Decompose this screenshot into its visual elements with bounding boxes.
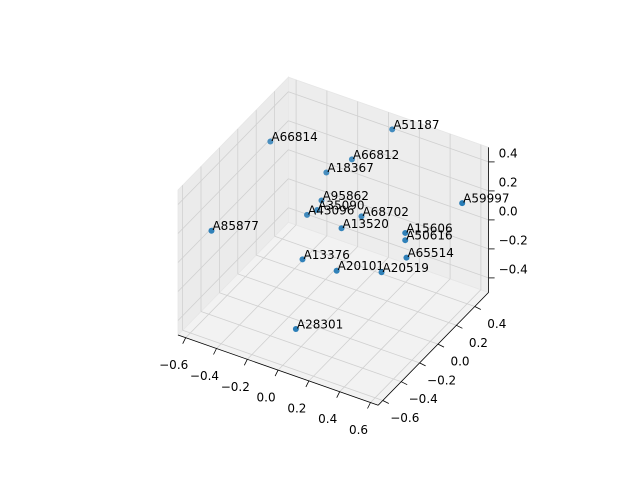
y-tick-label: 0.2 bbox=[469, 336, 488, 350]
y-tick bbox=[456, 324, 463, 329]
point bbox=[402, 237, 409, 244]
x-tick bbox=[336, 391, 341, 398]
point-label: A68702 bbox=[362, 205, 408, 219]
point-label: A20519 bbox=[383, 261, 429, 275]
grid-line bbox=[219, 292, 420, 364]
point bbox=[389, 126, 396, 133]
x-tick-label: 0.0 bbox=[257, 391, 276, 405]
point-label: A85877 bbox=[212, 219, 258, 233]
point-label: A95862 bbox=[322, 189, 368, 203]
point-label: A20101 bbox=[338, 259, 384, 273]
grid-line bbox=[247, 246, 358, 360]
axis-line bbox=[177, 334, 379, 406]
grid-line bbox=[182, 329, 383, 401]
point bbox=[208, 227, 215, 234]
axis-line bbox=[377, 292, 489, 406]
point-label: A66812 bbox=[353, 148, 399, 162]
point bbox=[323, 169, 330, 176]
point-label: A50616 bbox=[406, 229, 452, 243]
y-tick-label: 0.0 bbox=[450, 355, 469, 369]
z-tick-label: 0.0 bbox=[499, 204, 518, 218]
x-tick-label: −0.2 bbox=[221, 380, 250, 394]
x-tick-label: −0.4 bbox=[190, 369, 219, 383]
point-label: A59997 bbox=[463, 192, 509, 206]
point-label: A51187 bbox=[393, 118, 439, 132]
x-tick-label: −0.6 bbox=[159, 358, 188, 372]
grid-line bbox=[256, 254, 457, 326]
z-tick-label: −0.4 bbox=[499, 262, 528, 276]
x-tick-label: 0.6 bbox=[349, 423, 368, 437]
y-tick bbox=[419, 362, 426, 367]
grid-line bbox=[288, 91, 489, 163]
grid-line bbox=[274, 235, 475, 307]
x-tick-label: 0.2 bbox=[287, 401, 306, 415]
point-label: A66814 bbox=[271, 130, 317, 144]
grid-line bbox=[288, 207, 489, 279]
grid-line bbox=[308, 267, 420, 382]
point bbox=[299, 256, 306, 263]
grid-line bbox=[200, 311, 402, 383]
point bbox=[403, 254, 410, 261]
z-tick-label: 0.4 bbox=[499, 146, 518, 160]
x-tick bbox=[274, 369, 279, 377]
y-tick-label: −0.2 bbox=[427, 373, 456, 387]
point bbox=[318, 197, 325, 204]
y-tick bbox=[382, 400, 389, 404]
point bbox=[358, 213, 365, 220]
point bbox=[304, 211, 311, 218]
grid-line bbox=[237, 273, 439, 345]
x-tick bbox=[367, 402, 371, 409]
y-tick-label: −0.4 bbox=[409, 392, 438, 406]
point-label: A43096 bbox=[308, 203, 354, 217]
y-tick bbox=[474, 306, 481, 310]
point bbox=[338, 225, 345, 232]
point bbox=[333, 267, 340, 274]
x-tick bbox=[305, 380, 310, 388]
grid-line bbox=[177, 178, 289, 292]
grid-line bbox=[185, 224, 297, 338]
x-tick-label: 0.4 bbox=[318, 412, 337, 426]
point-label: A18367 bbox=[327, 161, 373, 175]
z-tick-label: 0.2 bbox=[499, 175, 518, 189]
grid-line bbox=[288, 149, 489, 221]
grid-line bbox=[339, 278, 451, 392]
point-label: A28301 bbox=[297, 318, 343, 332]
point-label: A13376 bbox=[304, 248, 350, 262]
x-tick bbox=[182, 337, 187, 344]
grid-line bbox=[177, 207, 289, 321]
point bbox=[292, 326, 299, 332]
y-tick bbox=[437, 343, 445, 348]
grid-line bbox=[177, 149, 289, 263]
point bbox=[459, 200, 466, 207]
y-tick-label: 0.4 bbox=[487, 317, 506, 331]
grid-line bbox=[288, 178, 489, 250]
y-tick bbox=[401, 381, 408, 386]
grid-line bbox=[177, 91, 289, 205]
point bbox=[378, 269, 385, 276]
grid-line bbox=[216, 235, 328, 349]
point bbox=[314, 206, 321, 213]
z-tick-label: −0.2 bbox=[499, 233, 528, 247]
x-tick bbox=[213, 348, 217, 355]
grid-line bbox=[370, 289, 482, 403]
x-tick bbox=[243, 359, 248, 366]
grid-line bbox=[277, 257, 389, 371]
point bbox=[402, 229, 409, 236]
y-tick-label: −0.6 bbox=[390, 411, 419, 425]
point-label: A15606 bbox=[406, 221, 452, 235]
point-label: A13520 bbox=[343, 217, 389, 231]
point bbox=[348, 156, 355, 163]
point-label: A35090 bbox=[318, 198, 364, 212]
grid-line bbox=[288, 120, 489, 192]
point-label: A65514 bbox=[407, 246, 453, 260]
point bbox=[267, 138, 274, 145]
